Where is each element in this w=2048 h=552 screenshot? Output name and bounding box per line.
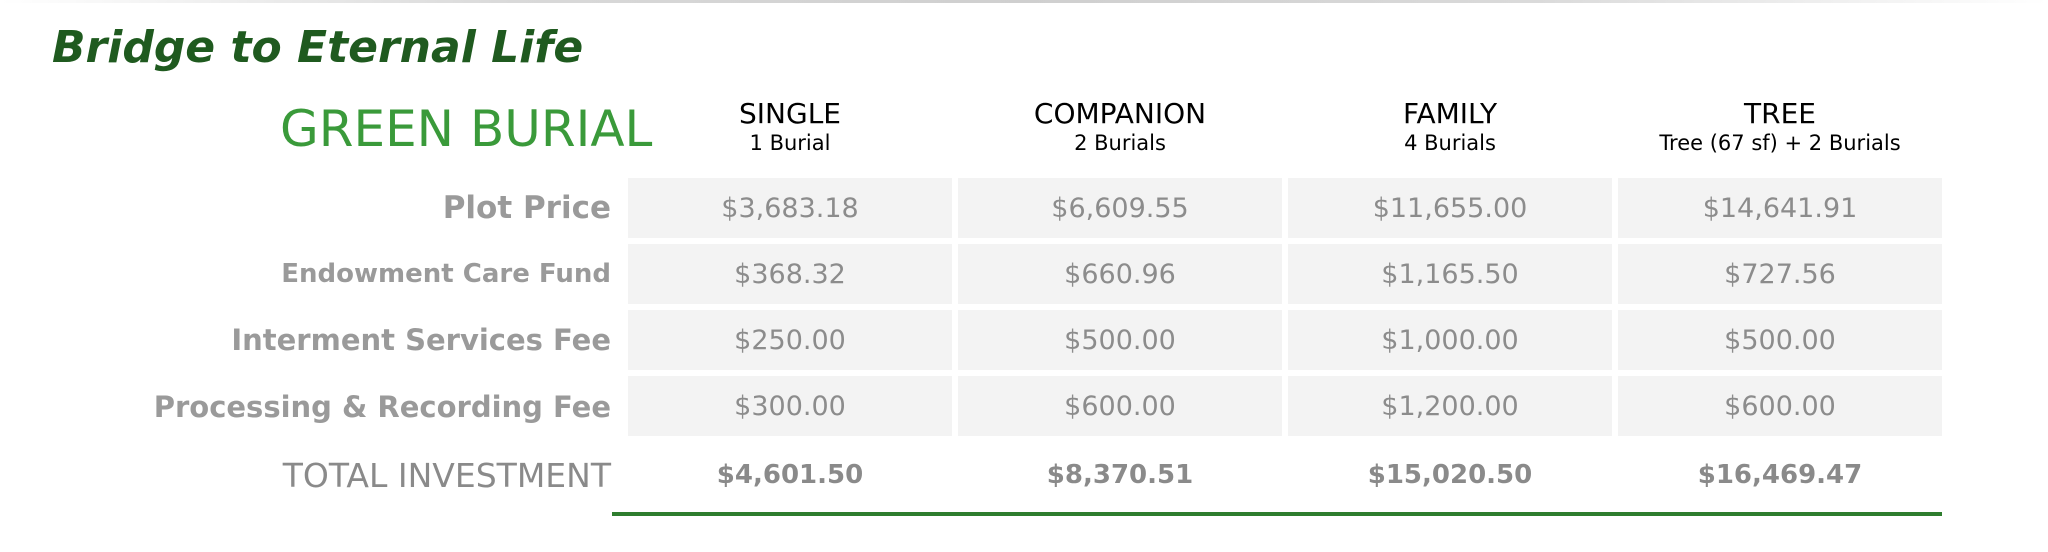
page-title: Bridge to Eternal Life xyxy=(52,22,584,73)
table-cell: $500.00 xyxy=(958,310,1282,370)
row-label-plot-price: Plot Price xyxy=(442,190,611,226)
section-heading: GREEN BURIAL xyxy=(280,100,653,158)
table-cell: $1,165.50 xyxy=(1288,244,1612,304)
table-cell: $11,655.00 xyxy=(1288,178,1612,238)
column-header-family: FAMILY 4 Burials xyxy=(1288,98,1612,156)
table-cell: $300.00 xyxy=(628,376,952,436)
table-cell: $250.00 xyxy=(628,310,952,370)
row-label-processing-recording-fee: Processing & Recording Fee xyxy=(153,390,611,424)
table-cell: $1,000.00 xyxy=(1288,310,1612,370)
table-cell: $500.00 xyxy=(1618,310,1942,370)
column-subtitle: 1 Burial xyxy=(749,131,831,155)
table-cell: $660.96 xyxy=(958,244,1282,304)
column-subtitle: 2 Burials xyxy=(1074,131,1166,155)
column-name: TREE xyxy=(1744,97,1816,130)
column-header-tree: TREE Tree (67 sf) + 2 Burials xyxy=(1618,98,1942,156)
table-cell: $3,683.18 xyxy=(628,178,952,238)
table-cell: $727.56 xyxy=(1618,244,1942,304)
top-divider xyxy=(0,0,2048,3)
table-cell: $368.32 xyxy=(628,244,952,304)
column-subtitle: Tree (67 sf) + 2 Burials xyxy=(1659,131,1901,155)
table-cell: $1,200.00 xyxy=(1288,376,1612,436)
column-name: SINGLE xyxy=(739,97,841,130)
total-value: $4,601.50 xyxy=(716,460,864,490)
row-label-interment-services-fee: Interment Services Fee xyxy=(231,323,611,357)
total-underline xyxy=(612,512,1942,516)
row-label-endowment-care-fund: Endowment Care Fund xyxy=(281,259,611,289)
table-cell: $14,641.91 xyxy=(1618,178,1942,238)
total-value: $15,020.50 xyxy=(1367,460,1533,490)
column-subtitle: 4 Burials xyxy=(1404,131,1496,155)
column-header-companion: COMPANION 2 Burials xyxy=(958,98,1282,156)
total-investment-label: TOTAL INVESTMENT xyxy=(282,456,611,495)
total-value: $16,469.47 xyxy=(1697,460,1863,490)
column-name: FAMILY xyxy=(1402,97,1498,130)
table-cell: $600.00 xyxy=(1618,376,1942,436)
table-cell: $6,609.55 xyxy=(958,178,1282,238)
table-cell: $600.00 xyxy=(958,376,1282,436)
column-header-single: SINGLE 1 Burial xyxy=(628,98,952,156)
total-value: $8,370.51 xyxy=(1046,460,1194,490)
column-name: COMPANION xyxy=(1033,97,1207,130)
